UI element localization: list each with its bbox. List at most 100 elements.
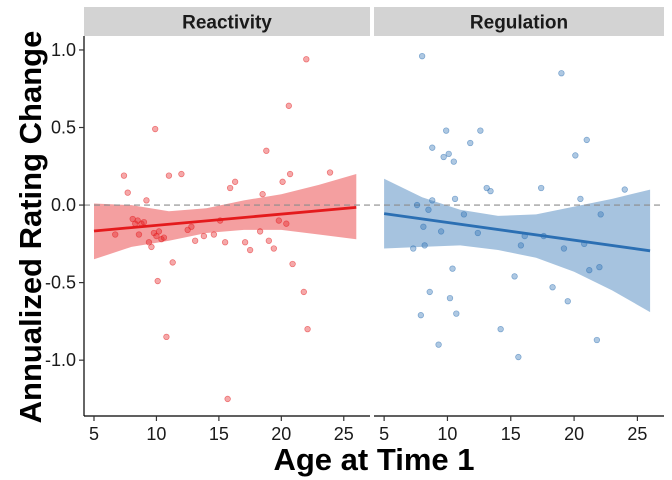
point-regulation-34 <box>558 70 565 77</box>
point-regulation-27 <box>511 273 518 280</box>
x-tick-label-regulation-5: 5 <box>379 424 389 444</box>
y-tick-label-3: 0.5 <box>51 118 76 138</box>
point-regulation-21 <box>467 139 474 147</box>
point-reactivity-46 <box>300 288 307 296</box>
plot-area-reactivity: 5 10 15 20 25 <box>84 56 370 444</box>
point-regulation-2 <box>417 312 425 319</box>
point-regulation-1 <box>413 201 421 209</box>
point-regulation-28 <box>515 353 522 361</box>
y-axis-title: Annualized Rating Change <box>13 31 48 424</box>
point-reactivity-11 <box>148 243 155 251</box>
point-reactivity-48 <box>304 325 311 333</box>
point-reactivity-44 <box>286 170 294 178</box>
strip-label-regulation: Regulation <box>470 13 568 34</box>
panel-reactivity: Reactivity 5 10 15 20 25 <box>84 7 370 444</box>
x-tick-label-regulation-25: 25 <box>627 424 647 444</box>
point-reactivity-25 <box>192 237 199 244</box>
point-reactivity-16 <box>155 228 163 235</box>
point-regulation-11 <box>437 228 445 235</box>
point-reactivity-49 <box>326 169 334 176</box>
point-regulation-19 <box>453 310 460 317</box>
plot-area-regulation: 5 10 15 20 25 <box>374 53 664 444</box>
point-regulation-41 <box>586 267 593 274</box>
point-reactivity-15 <box>154 277 161 285</box>
strip-regulation <box>374 7 664 36</box>
point-reactivity-18 <box>160 234 168 241</box>
strip-reactivity <box>84 7 370 36</box>
point-reactivity-24 <box>188 223 195 230</box>
point-regulation-10 <box>435 341 442 348</box>
x-tick-label-regulation-15: 15 <box>501 424 521 444</box>
point-reactivity-29 <box>221 239 229 246</box>
y-tick-label-4: 1.0 <box>51 40 76 60</box>
point-reactivity-40 <box>275 217 282 224</box>
point-reactivity-8 <box>140 218 148 226</box>
point-reactivity-6 <box>135 231 143 238</box>
point-reactivity-19 <box>163 333 170 341</box>
confidence-band-reactivity <box>94 174 357 260</box>
axes: -1.0 -0.5 0.0 0.5 1.0 <box>45 36 85 416</box>
point-regulation-33 <box>549 284 556 291</box>
point-reactivity-45 <box>289 260 296 268</box>
point-regulation-13 <box>443 127 450 134</box>
point-reactivity-22 <box>178 170 185 178</box>
point-regulation-37 <box>572 152 579 159</box>
point-regulation-6 <box>425 206 432 213</box>
point-reactivity-13 <box>152 125 159 133</box>
x-tick-label-reactivity-15: 15 <box>209 424 229 444</box>
x-tick-label-regulation-20: 20 <box>564 424 584 444</box>
trend-line-reactivity <box>93 205 357 233</box>
x-tick-label-reactivity-10: 10 <box>146 424 166 444</box>
point-regulation-8 <box>429 197 436 204</box>
point-reactivity-36 <box>259 191 266 198</box>
point-regulation-20 <box>460 211 468 218</box>
point-regulation-35 <box>560 245 568 252</box>
point-regulation-4 <box>420 223 427 230</box>
point-regulation-5 <box>421 242 428 249</box>
point-reactivity-39 <box>270 245 277 252</box>
point-reactivity-2 <box>124 189 131 196</box>
x-tick-label-reactivity-25: 25 <box>334 424 354 444</box>
point-regulation-22 <box>474 229 481 237</box>
point-regulation-40 <box>583 136 590 144</box>
trend-line-regulation <box>383 212 651 253</box>
y-tick-label-1: -0.5 <box>45 273 76 293</box>
point-reactivity-1 <box>120 172 128 179</box>
point-regulation-18 <box>451 195 459 203</box>
point-regulation-3 <box>418 53 426 60</box>
point-regulation-16 <box>449 265 456 272</box>
point-reactivity-32 <box>231 178 239 185</box>
point-regulation-23 <box>477 127 484 134</box>
confidence-band-regulation <box>384 178 651 313</box>
x-axis-title: Age at Time 1 <box>273 442 474 477</box>
point-reactivity-20 <box>165 172 173 179</box>
point-regulation-44 <box>597 211 604 218</box>
x-tick-label-regulation-10: 10 <box>437 424 457 444</box>
point-regulation-12 <box>440 153 447 161</box>
point-regulation-36 <box>564 298 571 305</box>
point-regulation-45 <box>621 186 628 193</box>
strip-label-reactivity: Reactivity <box>182 13 272 34</box>
point-reactivity-43 <box>285 102 292 109</box>
point-regulation-7 <box>426 288 433 296</box>
point-reactivity-41 <box>279 178 286 185</box>
point-reactivity-38 <box>265 237 272 244</box>
x-tick-label-reactivity-5: 5 <box>89 424 99 444</box>
point-regulation-26 <box>497 325 504 333</box>
point-reactivity-31 <box>226 184 234 192</box>
point-reactivity-0 <box>112 231 119 238</box>
point-reactivity-27 <box>210 231 218 238</box>
point-reactivity-35 <box>256 228 264 235</box>
point-regulation-0 <box>410 245 417 252</box>
point-regulation-43 <box>596 263 603 271</box>
point-regulation-9 <box>429 144 436 151</box>
point-reactivity-30 <box>224 395 231 403</box>
point-regulation-14 <box>445 150 452 158</box>
x-tick-label-reactivity-20: 20 <box>271 424 291 444</box>
point-reactivity-34 <box>246 246 254 254</box>
point-reactivity-47 <box>303 56 310 63</box>
point-regulation-29 <box>517 242 525 249</box>
point-reactivity-33 <box>241 239 249 246</box>
y-tick-label-0: -1.0 <box>45 350 76 370</box>
